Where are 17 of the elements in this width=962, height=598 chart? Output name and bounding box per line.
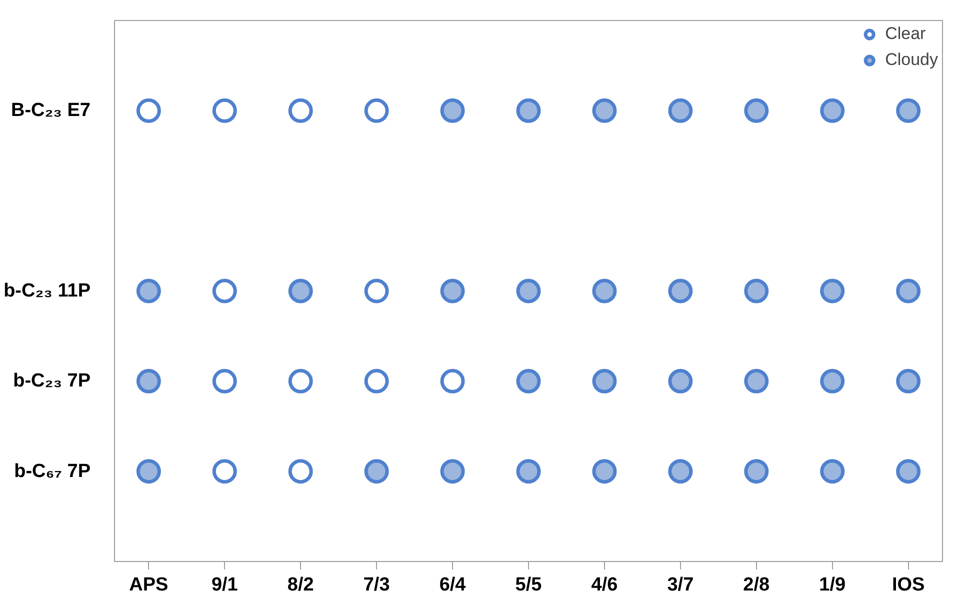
- text: b-C₂₃ 7P: [13, 370, 91, 392]
- x-tick-label: 1/9: [819, 574, 846, 596]
- legend-label: Cloudy: [885, 50, 938, 70]
- legend-label: Clear: [885, 24, 926, 44]
- x-tick-label: 3/7: [667, 574, 694, 596]
- text: B-C₂₃ E7: [10, 100, 91, 122]
- x-tick-label: 9/1: [211, 574, 238, 596]
- x-tick-label: 7/3: [363, 574, 390, 596]
- x-tick-label: 6/4: [439, 574, 466, 596]
- x-tick-label: 4/6: [591, 574, 618, 596]
- x-tick-label: APS: [129, 574, 168, 596]
- x-tick-label: 5/5: [515, 574, 542, 596]
- text: b-C₆₇ 7P: [14, 460, 91, 482]
- text: b-C₂₃ 11P: [4, 280, 91, 302]
- x-tick-label: IOS: [892, 574, 925, 596]
- x-tick-label: 8/2: [287, 574, 314, 596]
- x-tick-label: 2/8: [743, 574, 770, 596]
